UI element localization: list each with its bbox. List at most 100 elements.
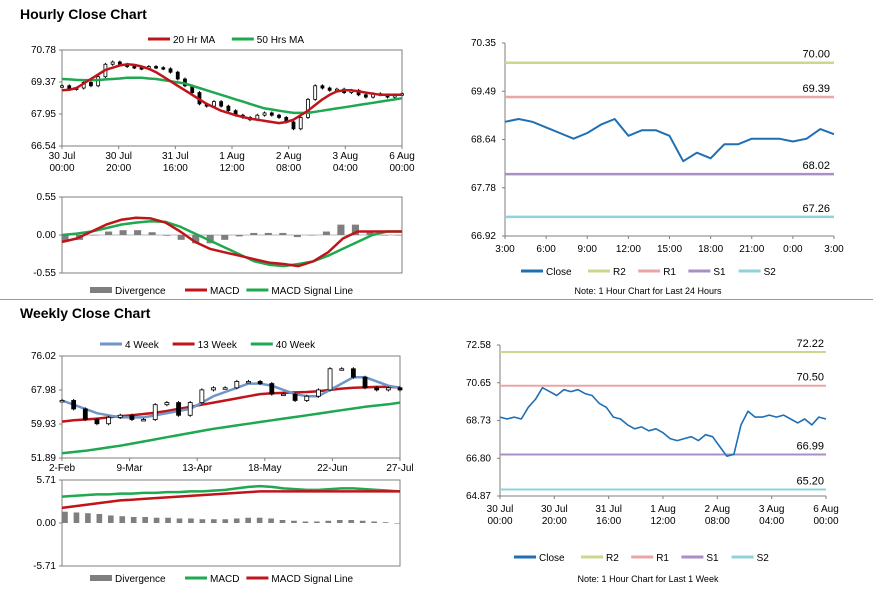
weekly-pivot-y-tick: 72.58: [466, 340, 491, 351]
hourly-pivot-y-tick: 66.92: [471, 231, 496, 242]
hourly-pivot-x-tick: 18:00: [698, 244, 723, 255]
weekly-price-y-tick: 67.98: [31, 385, 56, 396]
hourly-price-y-tick: 70.78: [31, 45, 56, 56]
weekly-divergence-bar: [394, 523, 400, 524]
hourly-pivot-x-tick: 3:00: [824, 244, 844, 255]
weekly-price-candle: [164, 402, 170, 406]
weekly-divergence-bar: [153, 517, 160, 523]
hourly-price-legend-label: 50 Hrs MA: [257, 35, 305, 46]
hourly-divergence-bar: [308, 235, 316, 236]
hourly-divergence-bar: [192, 235, 200, 244]
weekly-divergence-bar: [130, 516, 137, 523]
hourly-price-candle: [226, 105, 231, 112]
weekly-divergence-bar: [142, 516, 148, 523]
weekly-pivot-x-tick: 1 Aug: [650, 504, 676, 515]
weekly-divergence-bar: [314, 521, 320, 523]
weekly-macd-legend-swatch: [90, 575, 112, 581]
weekly-pivot-legend-label: R1: [656, 553, 669, 564]
hourly-divergence-bar: [366, 231, 374, 235]
hourly-pivot-s2-label: 67.26: [802, 203, 830, 215]
hourly-price-candle: [298, 117, 303, 130]
hourly-price-candle: [327, 87, 332, 91]
hourly-divergence-bar: [206, 235, 214, 244]
hourly-macd-legend-label: MACD: [210, 286, 239, 297]
hourly-macd-legend-label: Divergence: [115, 286, 166, 297]
hourly-pivot-x-tick: 15:00: [657, 244, 682, 255]
weekly-divergence-bar: [107, 515, 114, 523]
hourly-price-candle: [60, 85, 64, 88]
weekly-price-candle: [176, 402, 181, 416]
hourly-signal-line: [61, 219, 402, 268]
hourly-price-x-tick: 30 Jul: [105, 151, 132, 162]
weekly-divergence-bar: [371, 521, 377, 523]
hourly-price-candle: [219, 101, 224, 107]
weekly-divergence-bar: [348, 519, 355, 523]
weekly-macd-line: [61, 484, 401, 498]
weekly-pivot-r2-label: 72.22: [796, 338, 824, 350]
hourly-pivot-x-tick: 0:00: [783, 244, 803, 255]
weekly-price-candle: [141, 419, 146, 422]
hourly-pivot-note: Note: 1 Hour Chart for Last 24 Hours: [574, 286, 722, 296]
hourly-pivot-y-tick: 68.64: [471, 135, 496, 146]
hourly-price-candle: [291, 121, 296, 130]
hourly-price-x-tick: 08:00: [276, 163, 301, 174]
weekly-price-candle: [385, 387, 391, 391]
weekly-divergence-bar: [325, 520, 332, 523]
weekly-divergence-bar: [302, 521, 309, 523]
hourly-divergence-bar: [177, 235, 185, 240]
hourly-macd-y-tick: -0.55: [33, 268, 56, 279]
hourly-price-x-tick: 30 Jul: [49, 151, 76, 162]
hourly-divergence-bar: [351, 224, 359, 235]
hourly-macd-legend-label: MACD Signal Line: [271, 286, 353, 297]
weekly-macd-y-tick: 0.00: [37, 518, 57, 529]
hourly-price-legend-label: 20 Hr MA: [173, 35, 216, 46]
weekly-pivot-x-tick: 6 Aug: [813, 504, 839, 515]
hourly-price-candle: [175, 71, 180, 80]
hourly-price-candle: [161, 67, 166, 70]
hourly-price-x-tick: 00:00: [49, 163, 74, 174]
hourly-divergence-bar: [279, 232, 287, 235]
hourly-price-x-tick: 20:00: [106, 163, 131, 174]
hourly-divergence-bar: [380, 235, 389, 236]
hourly-divergence-bar: [235, 235, 243, 237]
hourly-price-candle: [89, 81, 93, 87]
weekly-pivot-x-tick: 31 Jul: [595, 504, 622, 515]
weekly-price-candle: [222, 387, 228, 390]
weekly-price-x-tick: 13-Apr: [182, 463, 213, 474]
weekly-pivot-x-tick: 16:00: [596, 516, 621, 527]
hourly-price-x-tick: 12:00: [219, 163, 244, 174]
hourly-divergence-bar: [148, 232, 156, 235]
hourly-divergence-bar: [105, 231, 113, 235]
weekly-price-candle: [269, 383, 275, 395]
hourly-price-candle: [262, 112, 267, 116]
hourly-pivot-legend-label: R2: [613, 267, 626, 278]
weekly-pivot-r1-label: 70.50: [796, 372, 824, 384]
weekly-price-candle: [59, 400, 65, 403]
hourly-macd-y-tick: 0.55: [37, 192, 57, 203]
hourly-price-x-tick: 1 Aug: [219, 151, 245, 162]
hourly-divergence-bar: [90, 235, 98, 236]
weekly-divergence-bar: [291, 520, 297, 523]
weekly-price-candle: [374, 387, 380, 391]
weekly-pivot-x-tick: 3 Aug: [759, 504, 785, 515]
weekly-price-candle: [106, 416, 112, 425]
weekly-price-legend-label: 4 Week: [125, 340, 160, 351]
weekly-price-candle: [327, 368, 333, 391]
hourly-price-candle: [313, 85, 318, 100]
weekly-price-candle: [82, 408, 88, 420]
weekly-section-title: Weekly Close Chart: [20, 305, 151, 321]
weekly-pivot-x-tick: 20:00: [542, 516, 567, 527]
weekly-price-candle: [234, 381, 240, 389]
weekly-pivot-s1-label: 66.99: [796, 440, 824, 452]
weekly-divergence-bar: [119, 516, 126, 523]
hourly-pivot-y-tick: 69.49: [471, 86, 496, 97]
weekly-divergence-bar: [336, 519, 343, 523]
weekly-price-y-tick: 76.02: [31, 351, 56, 362]
weekly-price-legend-label: 40 Week: [276, 340, 316, 351]
hourly-pivot-legend-label: S2: [764, 267, 777, 278]
weekly-pivot-x-tick: 2 Aug: [705, 504, 731, 515]
hourly-price-y-tick: 69.37: [31, 77, 56, 88]
weekly-price-candle: [257, 381, 263, 384]
hourly-pivot-r2-label: 70.00: [802, 49, 830, 61]
